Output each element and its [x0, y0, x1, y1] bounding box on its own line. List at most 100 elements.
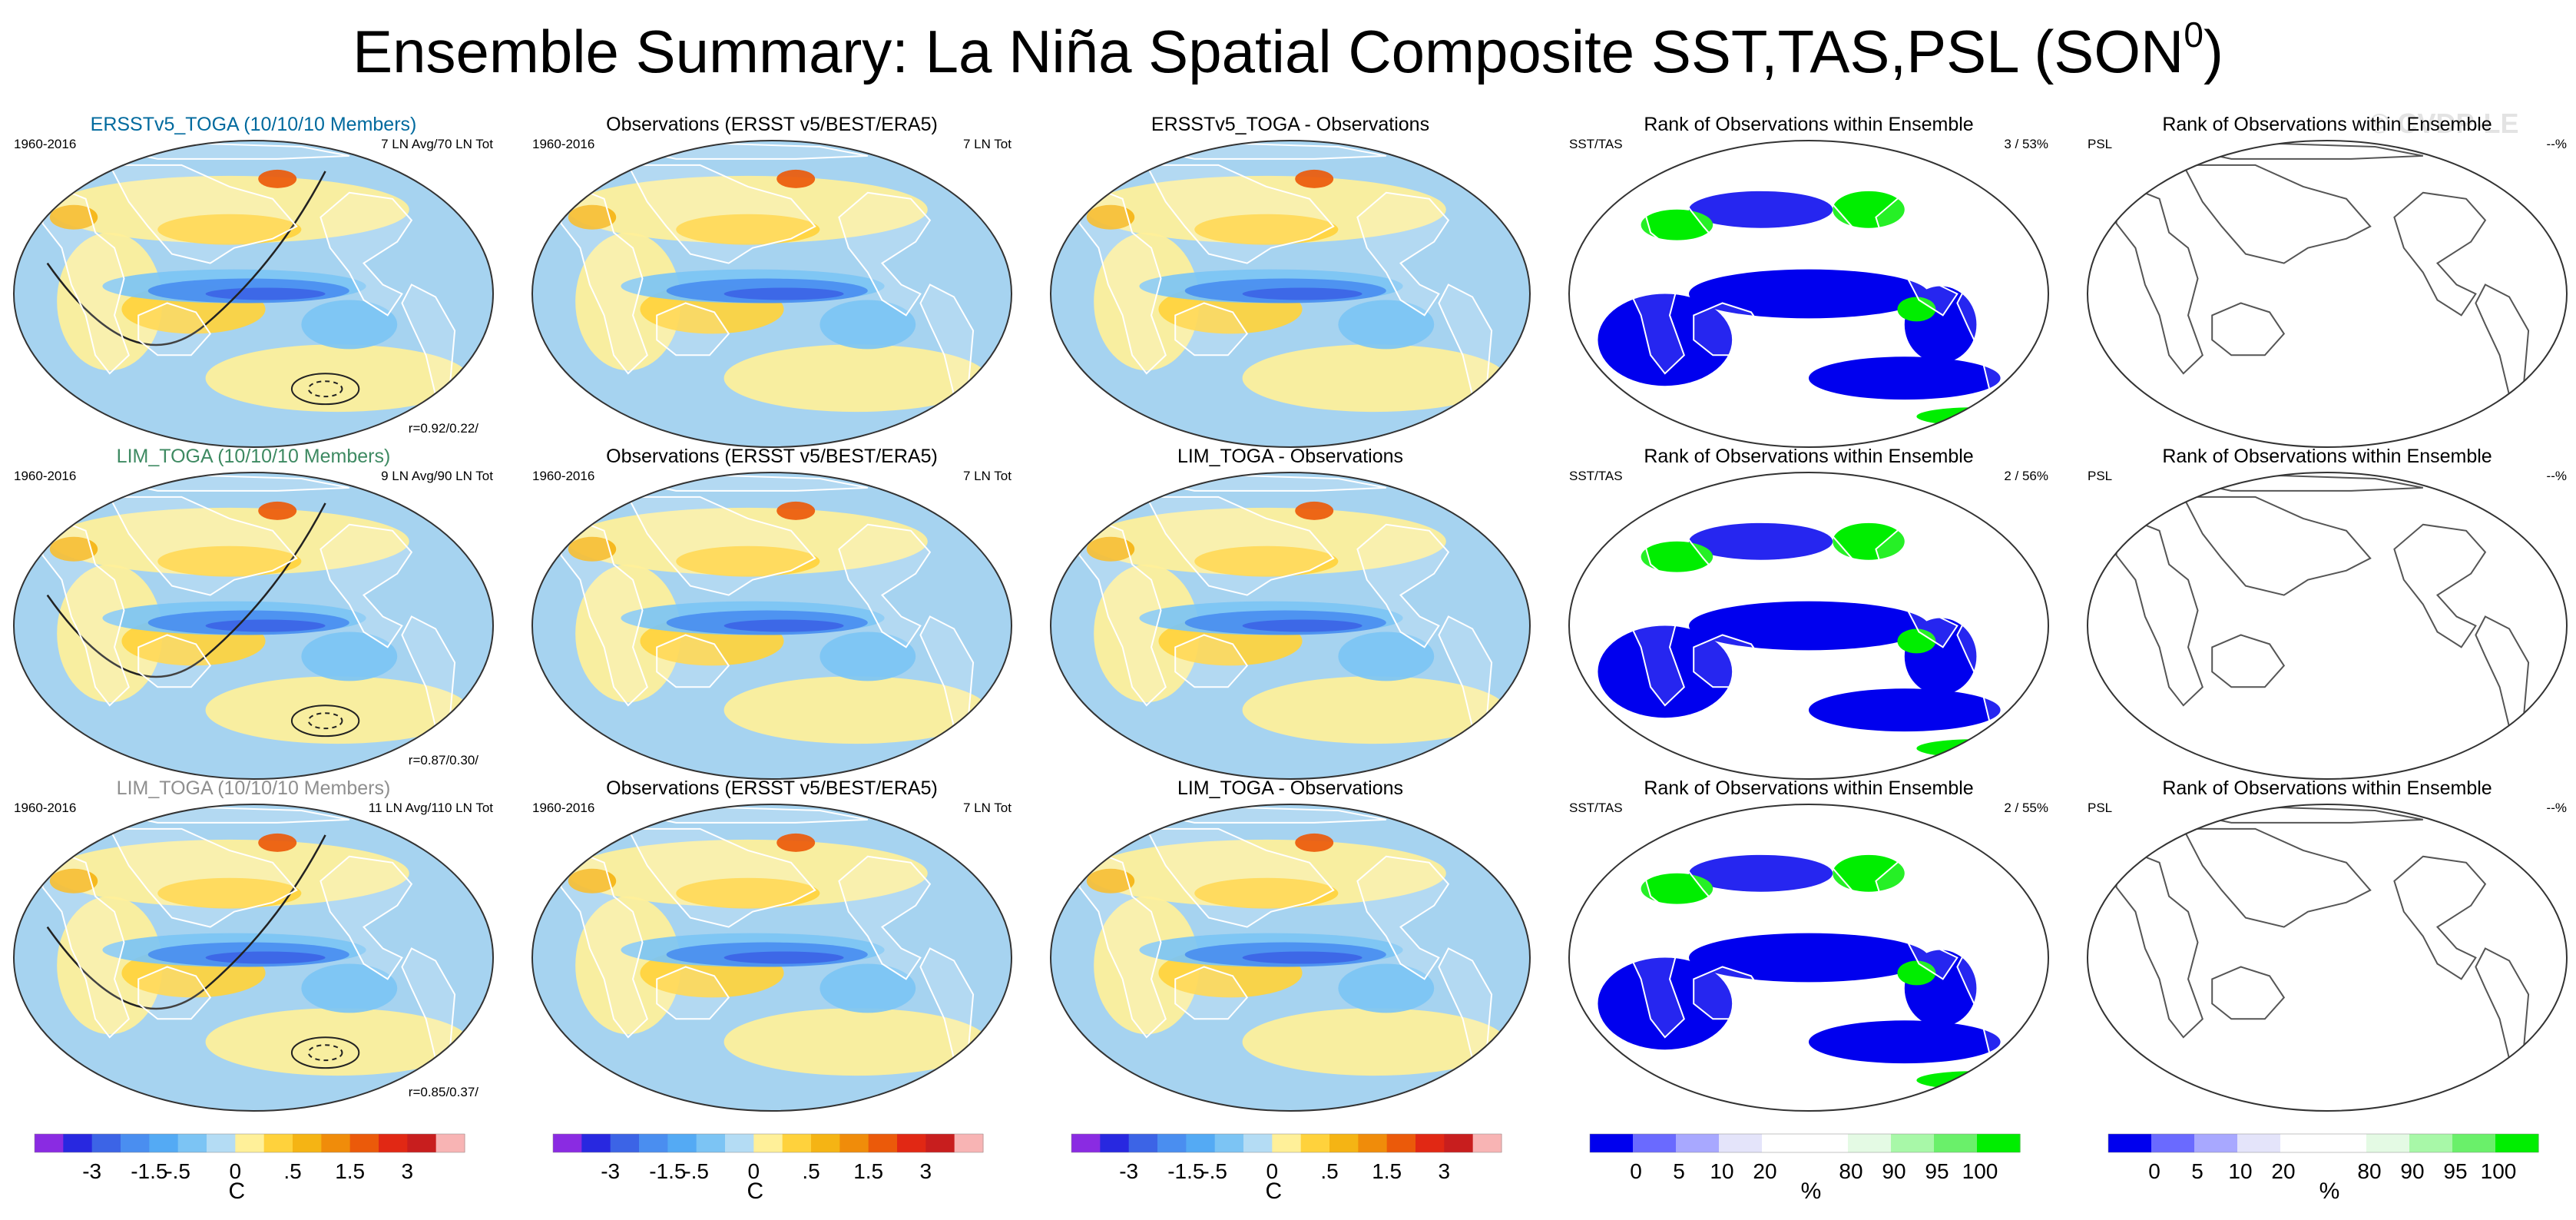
- coastline: [137, 966, 212, 1020]
- anomaly-region: [568, 204, 617, 230]
- coastline: [41, 846, 130, 1039]
- colorbar-swatch: [1676, 1134, 1720, 1152]
- map-frame: [531, 472, 1012, 780]
- colorbar-swatch: [235, 1134, 265, 1152]
- colorbar-swatch: [696, 1134, 726, 1152]
- anomaly-region: [568, 175, 928, 244]
- map-field: [14, 804, 493, 1111]
- anomaly-region: [49, 868, 98, 893]
- panel-title: Observations (ERSST v5/BEST/ERA5): [606, 777, 938, 799]
- panel-label-right: 3 / 53%: [2004, 137, 2048, 151]
- map-field: [1051, 472, 1530, 779]
- panel-r3c2: Observations (ERSST v5/BEST/ERA5) 1960-20…: [531, 777, 1012, 1112]
- coastline: [2115, 182, 2204, 375]
- colorbar-swatch: [1762, 1134, 1806, 1152]
- panel-label-right: 2 / 55%: [2004, 801, 2048, 815]
- anomaly-region: [301, 632, 398, 681]
- colorbar-unit-label: C: [747, 1179, 763, 1204]
- panel-stat-label: r=0.85/0.37/: [409, 1085, 478, 1099]
- colorbar-swatch: [2409, 1134, 2453, 1152]
- colorbar-tick-label: -3: [1119, 1159, 1138, 1183]
- map-field: [532, 472, 1012, 779]
- colorbar-tick-label: 95: [1925, 1159, 1949, 1183]
- anomaly-region: [723, 951, 844, 964]
- anomaly-region: [57, 232, 163, 371]
- panel-title: Rank of Observations within Ensemble: [1644, 446, 1973, 467]
- coastline: [1664, 827, 1853, 928]
- map-field: [1569, 804, 2048, 1111]
- colorbar-frame: [34, 1133, 465, 1153]
- colorbar-swatch: [667, 1134, 697, 1152]
- colorbar-swatch: [1415, 1134, 1445, 1152]
- colorbar-swatch: [2452, 1134, 2496, 1152]
- colorbar-swatch: [868, 1134, 898, 1152]
- main-title-closing: ): [2203, 18, 2223, 85]
- colorbar-tick-label: 1.5: [335, 1159, 365, 1183]
- colorbar-tick-label: 1.5: [1372, 1159, 1402, 1183]
- coastline: [2211, 634, 2286, 688]
- rank-region: [1897, 628, 1936, 654]
- anomaly-region: [776, 833, 816, 852]
- colorbar-tick-label: 3: [1439, 1159, 1451, 1183]
- coastline: [1356, 523, 1450, 648]
- panel-label-left: SST/TAS: [1569, 801, 1623, 815]
- coastline: [1875, 523, 1968, 648]
- colorbar-unit-label: C: [228, 1179, 245, 1204]
- anomaly-region: [723, 1008, 988, 1076]
- panel-title: LIM_TOGA (10/10/10 Members): [117, 777, 391, 799]
- colorbar-swatch: [2280, 1134, 2324, 1152]
- colorbar-swatch: [207, 1134, 236, 1152]
- colorbar-swatch: [2323, 1134, 2367, 1152]
- anomaly-region: [258, 501, 297, 520]
- coastline: [41, 514, 130, 707]
- anomaly-region: [49, 507, 409, 575]
- anomaly-region: [1086, 507, 1446, 575]
- map-field: [1051, 141, 1530, 447]
- colorbar-swatch: [2366, 1134, 2410, 1152]
- panel-title: Rank of Observations within Ensemble: [1644, 777, 1973, 799]
- colorbar-tick-label: 5: [1673, 1159, 1685, 1183]
- colorbar-swatch: [1243, 1134, 1273, 1152]
- anomaly-region: [57, 564, 163, 703]
- anomaly-region: [723, 676, 988, 744]
- colorbar-swatch: [1472, 1134, 1502, 1152]
- coastline: [560, 182, 648, 375]
- anomaly-region: [568, 839, 928, 907]
- anomaly-region: [258, 833, 297, 852]
- colorbar-frame: [2107, 1133, 2539, 1153]
- colorbar-tick-label: 3: [920, 1159, 932, 1183]
- psl-contour: [290, 1036, 360, 1069]
- rank-region: [1916, 1071, 2037, 1090]
- colorbar-frame: [1589, 1133, 2021, 1153]
- panel-r2c1: LIM_TOGA (10/10/10 Members) 1960-2016 9 LN…: [13, 446, 494, 780]
- anomaly-region: [1086, 839, 1446, 907]
- map-field: [14, 472, 493, 779]
- coastline: [2211, 302, 2286, 356]
- coastline: [2475, 615, 2530, 728]
- rank-region: [1809, 1020, 2001, 1064]
- anomaly-region: [1242, 287, 1362, 300]
- rank-region: [1689, 933, 1929, 983]
- map-field: [1569, 141, 2048, 447]
- colorbar-swatch: [293, 1134, 322, 1152]
- panel-label-left: 1960-2016: [532, 469, 594, 483]
- colorbar-swatch: [321, 1134, 351, 1152]
- coastline: [1664, 496, 1853, 596]
- rank-region: [1641, 541, 1713, 572]
- colorbar-swatch: [782, 1134, 812, 1152]
- panel-title: Rank of Observations within Ensemble: [2162, 446, 2492, 467]
- anomaly-region: [676, 877, 820, 909]
- anomaly-region: [1194, 877, 1339, 909]
- map-frame: [1050, 140, 1531, 448]
- map-frame: [1050, 804, 1531, 1112]
- coastline: [2182, 827, 2372, 928]
- colorbar-tick-label: .5: [1320, 1159, 1338, 1183]
- rank-region: [1809, 356, 2001, 400]
- anomaly-region: [1242, 676, 1506, 744]
- map-field: [2115, 474, 2530, 728]
- coastline: [2115, 846, 2204, 1039]
- coastline: [560, 846, 648, 1039]
- coastline: [1356, 855, 1450, 980]
- map-frame: [531, 804, 1012, 1112]
- colorbar-swatch: [639, 1134, 668, 1152]
